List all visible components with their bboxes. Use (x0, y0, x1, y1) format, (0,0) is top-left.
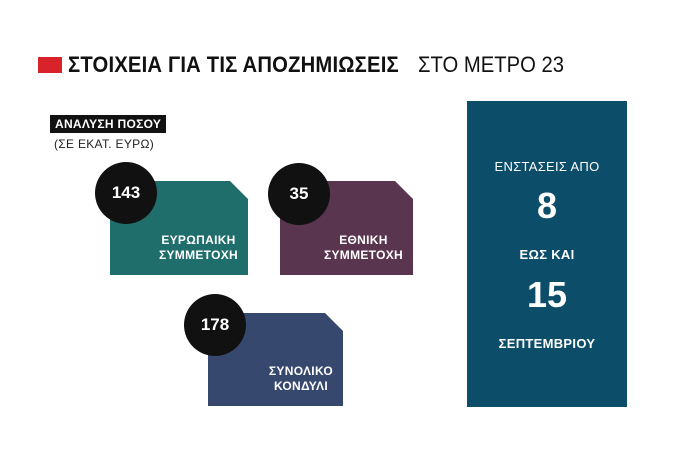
card-european-label: ΕΥΡΩΠΑΙΚΗ ΣΥΜΜΕΤΟΧΗ (158, 233, 238, 262)
card-total-value: 178 (184, 294, 246, 356)
header: ΣΤΟΙΧΕΙΑ ΓΙΑ ΤΙΣ ΑΠΟΖΗΜΙΩΣΕΙΣ ΣΤΟ ΜΕΤΡΟ … (38, 52, 576, 78)
title-bold: ΣΤΟΙΧΕΙΑ ΓΙΑ ΤΙΣ ΑΠΟΖΗΜΙΩΣΕΙΣ (68, 52, 399, 77)
objections-line1: ΕΝΣΤΑΣΕΙΣ ΑΠΟ (494, 159, 600, 174)
card-national-value: 35 (268, 163, 330, 225)
title-light: ΣΤΟ ΜΕΤΡΟ 23 (417, 52, 564, 77)
card-european-value: 143 (95, 162, 157, 224)
objections-to-day: 15 (526, 274, 568, 315)
card-european: ΕΥΡΩΠΑΙΚΗ ΣΥΜΜΕΤΟΧΗ (110, 181, 248, 275)
card-total-label: ΣΥΝΟΛΙΚΟ ΚΟΝΔΥΛΙ (268, 364, 333, 393)
red-square-icon (38, 57, 62, 73)
objections-month: ΣΕΠΤΕΜΒΡΙΟΥ (498, 336, 596, 351)
breakdown-label: ΑΝΑΛΥΣΗ ΠΟΣΟΥ (50, 115, 167, 133)
objections-line2: ΕΩΣ ΚΑΙ (519, 247, 575, 262)
card-national-label: ΕΘΝΙΚΗ ΣΥΜΜΕΤΟΧΗ (323, 233, 403, 262)
breakdown-unit: (ΣΕ ΕΚΑΤ. ΕΥΡΩ) (54, 137, 155, 151)
objections-from-day: 8 (536, 185, 558, 226)
objections-panel: ΕΝΣΤΑΣΕΙΣ ΑΠΟ 8 ΕΩΣ ΚΑΙ 15 ΣΕΠΤΕΜΒΡΙΟΥ (467, 101, 627, 407)
